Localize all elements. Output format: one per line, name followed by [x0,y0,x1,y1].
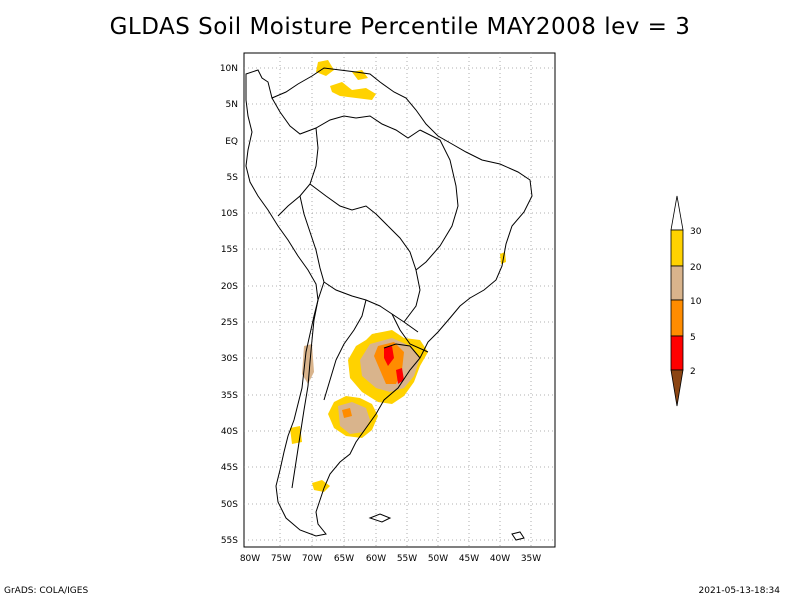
shade-parana-red [396,368,404,384]
legend-swatch-2-5 [670,335,684,371]
lat-label: 35S [221,391,238,401]
legend-swatch-below-2 [670,369,684,407]
lon-label: 45W [459,554,479,564]
lat-label: 30S [221,354,238,364]
shade-pampas-orange [342,408,352,418]
legend-label: 20 [690,263,702,273]
footer-timestamp: 2021-05-13-18:34 [698,586,781,596]
map-title: GLDAS Soil Moisture Percentile MAY2008 l… [109,14,691,40]
boundaries [245,67,533,541]
lat-label: 10S [221,209,238,219]
lon-label: 55W [397,554,417,564]
lat-label: 45S [221,463,238,473]
lon-label: 35W [521,554,541,564]
legend-label: 10 [690,297,702,307]
border [309,183,389,227]
lon-label: 50W [428,554,448,564]
border [299,195,325,283]
lon-label: 75W [271,554,291,564]
lon-label: 60W [366,554,386,564]
lat-labels: 10N 5N EQ 5S 10S 15S 20S 25S 30S 35S 40S… [220,64,238,546]
border [355,115,421,139]
legend-label: 5 [690,333,696,343]
border [291,281,325,489]
legend-label: 30 [690,227,702,237]
legend-label: 2 [690,367,696,377]
shade-patagonia [312,480,330,492]
lat-label: 5S [227,173,239,183]
coastline [245,67,533,537]
footer-credit: GrADS: COLA/IGES [4,586,89,596]
lat-label: 25S [221,318,238,328]
lon-labels: 80W 75W 70W 65W 60W 55W 50W 45W 40W 35W [240,554,541,564]
island [511,531,525,541]
lon-label: 70W [302,554,322,564]
lat-label: 50S [221,500,238,510]
legend-colorbar [670,195,684,407]
island [368,513,392,523]
lat-label: 5N [226,100,238,110]
lat-label: 10N [220,64,238,74]
border [323,281,419,333]
legend-swatch-20-30 [670,229,684,267]
shaded-regions [290,60,506,492]
legend-swatch-10-20 [670,265,684,301]
lon-label: 65W [334,554,354,564]
border [415,129,459,271]
lat-label: 55S [221,536,238,546]
border [391,313,429,353]
border [271,97,357,135]
plot-frame [243,52,556,548]
shade-parana-red [384,346,394,366]
lon-label: 40W [490,554,510,564]
lon-label: 80W [240,554,260,564]
shade-venezuela [330,82,376,100]
legend-labels: 30 20 10 5 2 [690,227,702,377]
lat-label: 20S [221,282,238,292]
border [383,343,421,359]
lat-label: EQ [225,137,238,147]
lat-label: 40S [221,427,238,437]
lat-label: 15S [221,245,238,255]
legend-swatch-5-10 [670,299,684,337]
border [387,225,421,323]
legend-swatch-above-30 [670,195,684,231]
border [323,299,367,401]
